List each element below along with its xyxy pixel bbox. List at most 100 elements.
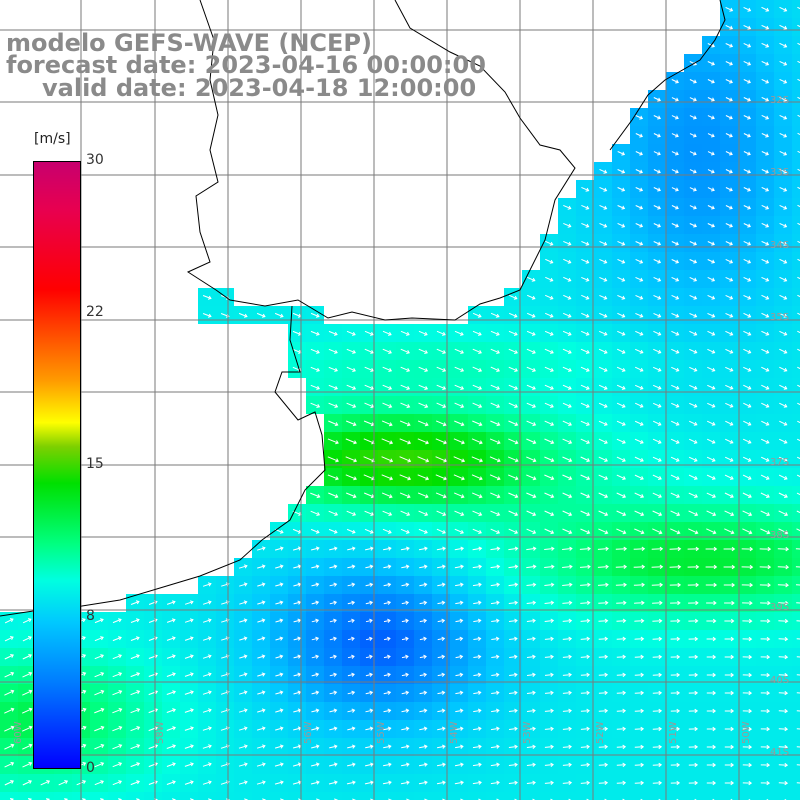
wind-arrow xyxy=(761,60,769,66)
wind-arrow xyxy=(562,492,572,498)
wind-arrowhead xyxy=(694,475,698,480)
wind-arrow xyxy=(311,583,319,587)
wind-arrowhead xyxy=(586,600,591,605)
wind-arrow xyxy=(490,402,500,408)
wind-arrowhead xyxy=(748,690,753,696)
wind-arrowhead xyxy=(693,277,698,282)
wind-arrow xyxy=(453,456,465,462)
wind-arrow xyxy=(293,565,301,569)
wind-arrow xyxy=(112,744,122,750)
wind-arrowhead xyxy=(658,654,663,660)
wind-arrow xyxy=(743,330,751,336)
wind-arrowhead xyxy=(387,708,392,713)
wind-arrowhead xyxy=(586,476,591,481)
wind-arrowhead xyxy=(243,564,248,569)
wind-arrowhead xyxy=(585,313,590,318)
wind-arrowhead xyxy=(514,582,519,587)
wind-arrowhead xyxy=(675,367,680,372)
wind-arrow xyxy=(293,601,301,605)
wind-arrowhead xyxy=(351,618,355,623)
wind-arrowhead xyxy=(424,798,428,800)
wind-arrow xyxy=(490,565,500,569)
wind-arrow xyxy=(364,366,374,372)
wind-arrowhead xyxy=(603,295,608,300)
wind-arrow xyxy=(633,566,645,568)
wind-arrowhead xyxy=(441,618,446,623)
wind-arrow xyxy=(130,637,140,641)
wind-arrowhead xyxy=(784,780,789,786)
wind-cell xyxy=(792,72,800,90)
wind-arrow xyxy=(671,151,679,155)
wind-arrow xyxy=(779,240,787,246)
wind-arrow xyxy=(580,420,590,426)
wind-arrow xyxy=(795,548,800,550)
wind-arrowhead xyxy=(711,61,715,66)
wind-arrowhead xyxy=(729,259,734,264)
wind-arrowhead xyxy=(315,546,320,551)
wind-cell xyxy=(792,234,800,252)
wind-arrow xyxy=(437,583,445,587)
wind-arrowhead xyxy=(765,439,770,444)
wind-arrowhead xyxy=(623,546,628,551)
wind-arrow xyxy=(508,583,518,587)
wind-arrowhead xyxy=(785,564,790,570)
wind-arrowhead xyxy=(729,295,734,300)
wind-arrow xyxy=(491,692,499,694)
wind-arrowhead xyxy=(586,690,590,695)
wind-arrowhead xyxy=(748,780,753,786)
wind-arrowhead xyxy=(335,458,339,463)
wind-arrowhead xyxy=(118,672,123,677)
wind-arrowhead xyxy=(657,331,662,336)
wind-arrow xyxy=(797,276,800,280)
wind-arrow xyxy=(489,474,501,480)
wind-arrowhead xyxy=(567,403,572,408)
wind-arrowhead xyxy=(405,582,410,587)
wind-arrowhead xyxy=(171,618,176,623)
wind-arrowhead xyxy=(729,223,733,228)
wind-arrowhead xyxy=(639,421,644,426)
wind-cell xyxy=(792,684,800,702)
wind-arrowhead xyxy=(460,349,464,354)
wind-arrow xyxy=(599,276,607,282)
wind-arrow xyxy=(202,709,212,713)
wind-arrowhead xyxy=(693,367,698,372)
wind-arrowhead xyxy=(603,205,608,210)
wind-arrow xyxy=(743,240,751,246)
wind-arrow xyxy=(599,258,607,264)
model-title: modelo GEFS-WAVE (NCEP) xyxy=(6,29,372,57)
wind-arrow xyxy=(689,79,697,83)
wind-arrowhead xyxy=(568,494,573,499)
wind-arrow xyxy=(616,456,626,462)
wind-cell xyxy=(432,792,450,800)
wind-arrowhead xyxy=(747,259,752,264)
wind-arrowhead xyxy=(711,205,715,210)
wind-arrowhead xyxy=(118,762,123,767)
wind-arrowhead xyxy=(82,743,87,748)
wind-arrowhead xyxy=(333,654,337,659)
wind-arrowhead xyxy=(532,422,537,427)
wind-arrowhead xyxy=(747,25,752,30)
wind-arrowhead xyxy=(747,61,752,66)
wind-arrowhead xyxy=(514,690,518,695)
wind-arrowhead xyxy=(695,600,699,606)
wind-arrowhead xyxy=(568,582,573,587)
wind-arrow xyxy=(256,763,266,767)
wind-arrowhead xyxy=(550,564,555,569)
wind-arrow xyxy=(725,61,733,65)
wind-arrowhead xyxy=(351,654,355,659)
wind-arrowhead xyxy=(477,672,482,677)
wind-arrowhead xyxy=(118,744,123,749)
wind-arrowhead xyxy=(459,636,464,641)
wind-arrow xyxy=(779,366,787,372)
wind-arrowhead xyxy=(297,600,302,605)
wind-arrowhead xyxy=(315,618,320,623)
wind-arrow xyxy=(707,61,715,65)
wind-arrowhead xyxy=(603,331,608,336)
wind-arrow xyxy=(598,510,608,516)
wind-arrow xyxy=(363,420,375,426)
wind-arrowhead xyxy=(387,690,392,695)
wind-arrow xyxy=(400,402,410,408)
wind-arrowhead xyxy=(766,636,771,642)
wind-cell xyxy=(792,756,800,774)
wind-arrowhead xyxy=(243,313,248,318)
